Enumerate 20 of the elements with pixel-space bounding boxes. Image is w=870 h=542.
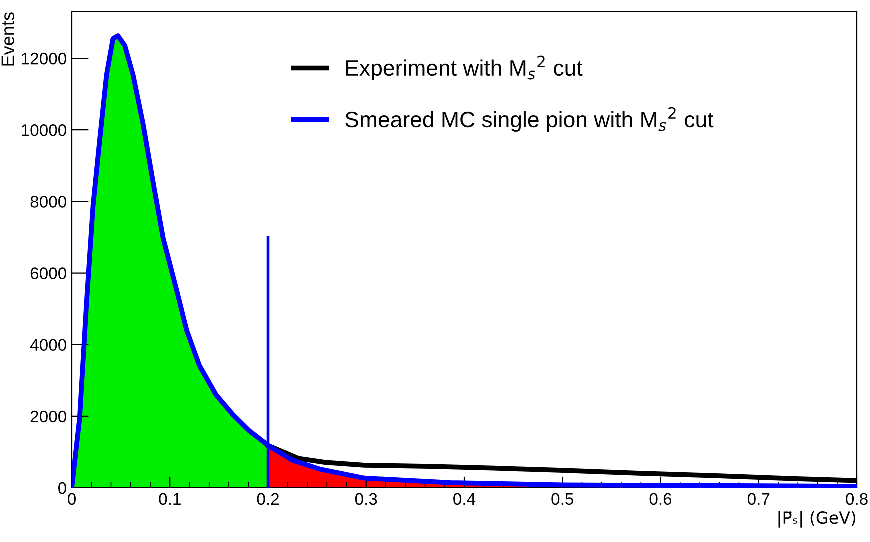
legend-label: Experiment with M$_{s}$$^{2}$ cut [346, 56, 583, 80]
legend-label: Smeared MC single pion with M$_{s}$$^{2}$ cut [346, 107, 714, 132]
y-tick-label: 0 [58, 482, 66, 494]
y-tick-label: 6000 [30, 268, 66, 280]
x-tick-label: 0.1 [159, 493, 181, 506]
x-tick-label: 0.3 [355, 493, 378, 506]
x-tick-label: 0.4 [454, 493, 476, 506]
y-axis-title: Events [2, 12, 14, 66]
y-tick-label: 8000 [30, 196, 66, 208]
y-tick-label: 12000 [22, 52, 66, 65]
y-tick-label: 10000 [22, 124, 66, 136]
x-tick-label: 0.2 [257, 493, 279, 506]
x-tick-label: 0.7 [748, 493, 770, 506]
x-axis-title: |P⃗ₛ| (GeV) [778, 511, 856, 528]
x-tick-label: 0.5 [552, 493, 574, 506]
x-tick-label: 0.8 [846, 493, 868, 506]
y-tick-label: 4000 [30, 339, 66, 352]
x-tick-label: 0 [68, 493, 76, 506]
y-tick-label: 2000 [30, 410, 66, 423]
x-tick-label: 0.6 [650, 493, 672, 506]
